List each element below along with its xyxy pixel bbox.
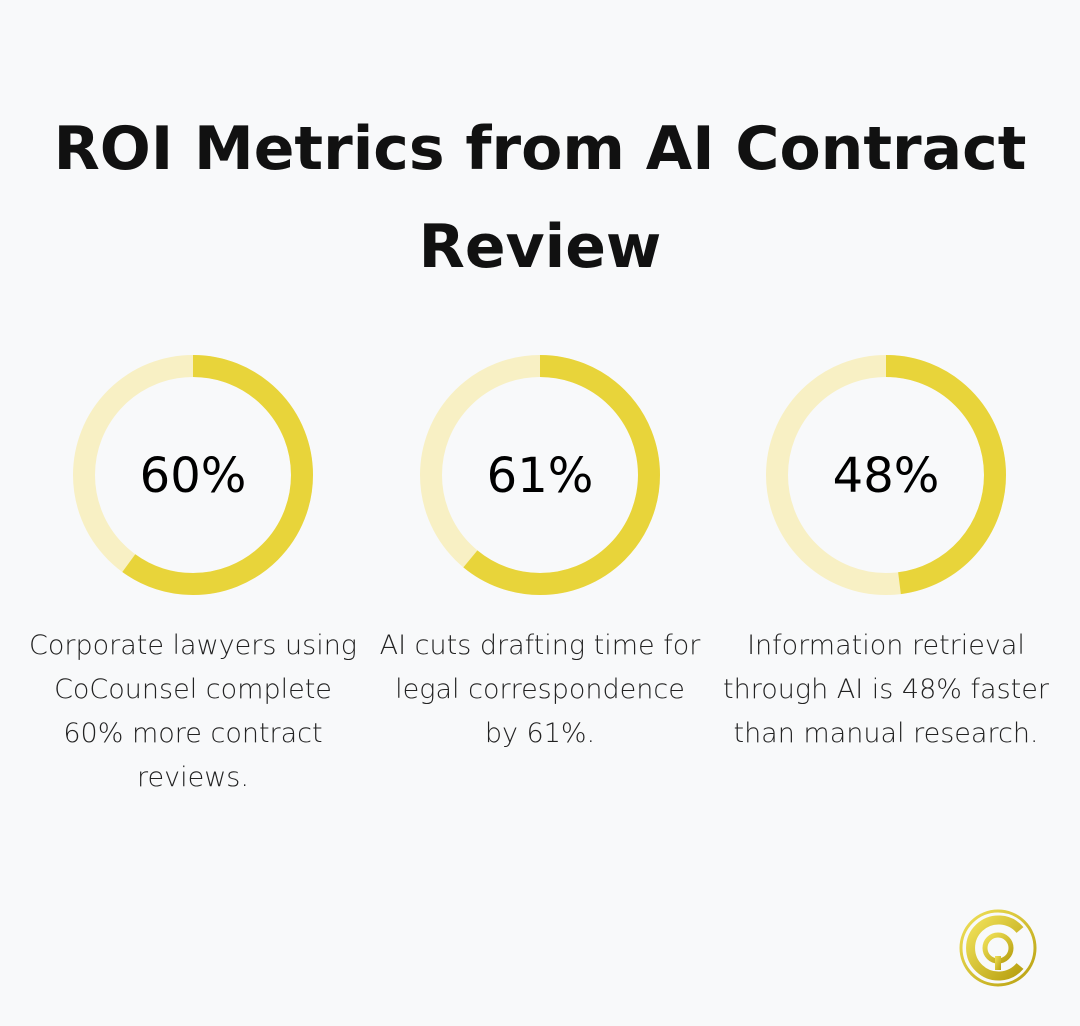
donut-chart: 48% xyxy=(766,355,1006,595)
metric-card: 48% Information retrieval through AI is 4… xyxy=(721,350,1051,756)
donut-value-arc xyxy=(73,355,313,595)
metric-card: 61% AI cuts drafting time for legal corre… xyxy=(375,350,705,756)
donut-chart: 60% xyxy=(73,355,313,595)
donut-value-arc xyxy=(766,355,1006,595)
donut-value-arc xyxy=(420,355,660,595)
donut-label: 60% xyxy=(140,448,247,504)
metric-card: 60% Corporate lawyers using CoCounsel com… xyxy=(28,350,358,800)
cq-logo-icon xyxy=(959,909,1037,987)
page-title: ROI Metrics from AI Contract Review xyxy=(53,114,1027,282)
donut-chart: 61% xyxy=(420,355,660,595)
metric-description: Corporate lawyers using CoCounsel comple… xyxy=(28,630,358,793)
donut-label: 48% xyxy=(833,448,940,504)
metric-description: Information retrieval through AI is 48% … xyxy=(723,630,1049,749)
donut-label: 61% xyxy=(487,448,594,504)
metric-description: AI cuts drafting time for legal correspo… xyxy=(379,630,701,749)
